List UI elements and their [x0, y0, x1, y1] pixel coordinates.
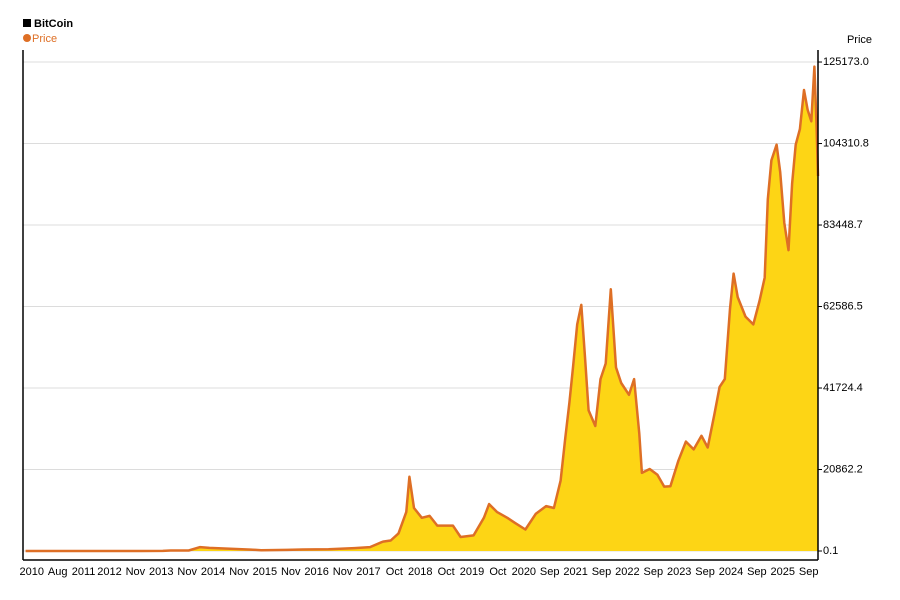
x-tick-label: 2010 [20, 566, 44, 578]
x-tick-label: Nov [281, 566, 301, 578]
legend-label: Price [32, 33, 57, 45]
x-tick-label: Sep [644, 566, 664, 578]
x-tick-label: Aug [48, 566, 68, 578]
x-tick-label: Sep [592, 566, 612, 578]
x-tick-label: Sep [695, 566, 715, 578]
chart-title: BitCoin [34, 18, 73, 30]
legend-title-marker [23, 19, 31, 27]
x-tick-label: Nov [229, 566, 249, 578]
x-tick-label: Nov [333, 566, 353, 578]
x-tick-label: 2014 [201, 566, 225, 578]
y-axis-label: Price [847, 34, 872, 46]
x-tick-label: 2017 [356, 566, 380, 578]
x-tick-label: 2015 [253, 566, 277, 578]
line [25, 65, 820, 553]
x-tick-label: 2013 [149, 566, 173, 578]
x-tick-label: 2018 [408, 566, 432, 578]
x-tick-label: Nov [177, 566, 197, 578]
y-tick-label: 104310.8 [823, 137, 869, 149]
y-tick-label: 125173.0 [823, 56, 869, 68]
x-tick-label: Oct [438, 566, 455, 578]
y-tick-label: 0.1 [823, 545, 838, 557]
y-tick-label: 83448.7 [823, 219, 863, 231]
x-tick-label: 2012 [97, 566, 121, 578]
x-tick-label: 2022 [615, 566, 639, 578]
x-tick-label: 2020 [512, 566, 536, 578]
y-tick-label: 20862.2 [823, 463, 863, 475]
x-tick-label: Oct [386, 566, 403, 578]
x-tick-label: 2024 [719, 566, 743, 578]
x-tick-label: 2016 [304, 566, 328, 578]
x-tick-label: Sep [799, 566, 819, 578]
x-tick-label: Nov [126, 566, 146, 578]
x-tick-label: 2011 [72, 566, 96, 578]
x-tick-label: 2023 [667, 566, 691, 578]
y-tick-label: 62586.5 [823, 300, 863, 312]
x-tick-label: Sep [540, 566, 560, 578]
x-tick-label: 2019 [460, 566, 484, 578]
area [25, 66, 819, 552]
x-tick-label: Sep [747, 566, 767, 578]
x-tick-label: 2021 [563, 566, 587, 578]
x-tick-label: Oct [489, 566, 506, 578]
x-tick-label: 2025 [771, 566, 795, 578]
y-tick-label: 41724.4 [823, 382, 863, 394]
legend-marker [23, 34, 31, 42]
